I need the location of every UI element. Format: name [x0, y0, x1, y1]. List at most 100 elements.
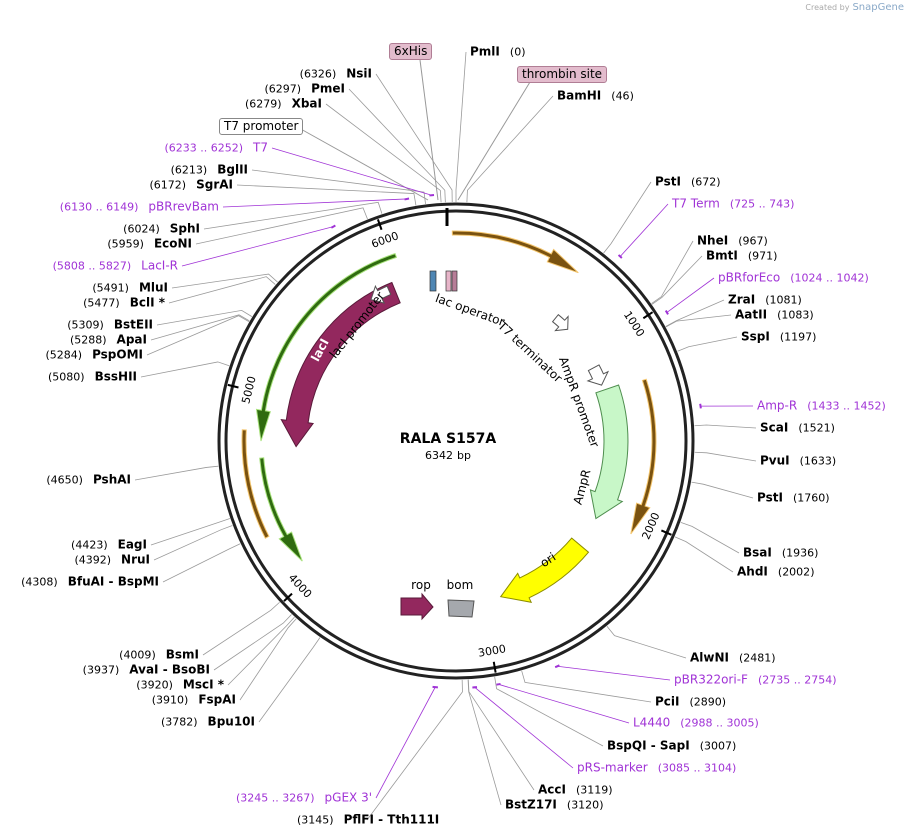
site-label: BmtI 971: [706, 249, 777, 264]
site-name: PvuI: [760, 453, 790, 468]
site-leader: [236, 184, 417, 206]
site-position: 3937: [83, 664, 120, 677]
site-name: FspAI: [198, 692, 236, 707]
site-position: 4308: [21, 576, 58, 589]
primer-label: pBR322ori-F 27352754: [674, 673, 837, 688]
site-leader: [156, 309, 253, 326]
site-label: 3920 MscI *: [136, 678, 224, 693]
site-label: PvuI 1633: [760, 454, 836, 469]
site-leader: [603, 181, 652, 254]
site-position: 5491: [92, 282, 129, 295]
site-name: EagI: [117, 537, 147, 552]
site-position: 1936: [782, 547, 819, 560]
feature-mark: [451, 270, 458, 292]
site-name: NheI: [697, 233, 729, 248]
lac-operator-mark: [429, 270, 437, 292]
site-label: 5309 BstEII: [67, 318, 153, 333]
site-leader: [455, 51, 467, 202]
site-leader: [521, 670, 652, 703]
site-label: 5491 MluI: [92, 281, 168, 296]
primer-end: 3005: [713, 717, 755, 730]
site-label: PmlI 0: [470, 45, 525, 60]
feature-leader: [419, 59, 439, 201]
primer-end: 3104: [690, 762, 732, 775]
site-position: 4423: [71, 539, 108, 552]
site-position: 5080: [48, 371, 85, 384]
site-position: 5477: [83, 297, 120, 310]
site-leader: [171, 273, 278, 289]
site-label: 5477 BclI *: [83, 296, 165, 311]
primer-label: Amp-R 14331452: [757, 399, 886, 414]
site-leader: [251, 169, 426, 205]
site-position: 5309: [67, 319, 104, 332]
primer-end: 1042: [823, 272, 865, 285]
site-label: 4009 BsmI: [119, 648, 199, 663]
site-position: 5284: [45, 349, 82, 362]
primer-leader: [619, 203, 669, 257]
site-position: 1633: [800, 455, 837, 468]
site-name: BfuAI - BspMI: [67, 574, 159, 589]
ruler-tick: [660, 529, 672, 536]
primer-end: 1452: [839, 400, 881, 413]
site-name: ScaI: [760, 420, 789, 435]
primer-start: 3085: [662, 761, 691, 775]
site-label: 5080 BssHII: [48, 370, 137, 385]
primer-start: 1433: [811, 399, 840, 413]
primer-end: 2754: [790, 674, 832, 687]
site-leader: [227, 616, 295, 686]
site-position: 2481: [739, 652, 776, 665]
site-leader: [674, 536, 734, 573]
primer-end: 5827: [85, 260, 127, 273]
site-name: AhdI: [737, 564, 768, 579]
site-leader: [665, 299, 725, 327]
ruler-tick: [376, 219, 383, 231]
site-position: 1081: [765, 294, 802, 307]
primer-leader: [498, 683, 630, 724]
site-name: BamHI: [557, 88, 602, 103]
feature-leader: [457, 81, 531, 201]
site-leader: [203, 201, 383, 230]
primer-label: pRS-marker 30853104: [577, 761, 736, 776]
site-name: BclI *: [129, 295, 165, 310]
site-position: 6213: [171, 164, 208, 177]
site-position: 46: [611, 90, 634, 103]
site-position: 6279: [245, 98, 282, 111]
site-leader: [348, 88, 446, 203]
site-name: PciI: [655, 694, 680, 709]
site-label: 5959 EcoNI: [107, 237, 192, 252]
feature-arrow: [451, 230, 579, 274]
site-position: 3007: [700, 740, 737, 753]
primer-leader: [181, 226, 334, 267]
site-name: NruI: [121, 552, 150, 567]
primer-leader: [271, 147, 432, 196]
site-position: 0: [510, 46, 526, 59]
site-label: 6279 XbaI: [245, 97, 322, 112]
primer-name: pRS-marker: [577, 760, 648, 775]
primer-name: pBRforEco: [718, 270, 781, 285]
primer-label: pBRforEco 10241042: [718, 271, 869, 286]
primer-end: 3267: [268, 792, 310, 805]
site-name: BsaI: [743, 545, 772, 560]
site-position: 672: [691, 176, 721, 189]
site-label: PciI 2890: [655, 695, 726, 710]
site-position: 2002: [778, 566, 815, 579]
feature-label: bom: [446, 578, 474, 592]
site-leader: [651, 255, 703, 305]
site-label: 4650 PshAI: [46, 473, 131, 488]
site-label: 6326 NsiI: [300, 67, 372, 82]
site-leader: [195, 207, 368, 245]
site-name: SspI: [741, 329, 770, 344]
site-label: 3145 PflFI - Tth111I: [297, 813, 439, 828]
primer-leader: [375, 686, 436, 799]
feature-arrow: [259, 457, 303, 562]
primer-end: 6149: [92, 201, 134, 214]
site-position: 6024: [123, 223, 160, 236]
site-leader: [606, 626, 687, 659]
primer-name: T7 Term: [672, 196, 720, 211]
site-label: 5288 ApaI: [70, 333, 147, 348]
primer-start: 2735: [762, 673, 791, 687]
primer-label: 58085827 LacI-R: [53, 259, 178, 274]
logo: Created by SnapGene: [805, 2, 904, 13]
site-name: AvaI - BsoBI: [129, 662, 210, 677]
